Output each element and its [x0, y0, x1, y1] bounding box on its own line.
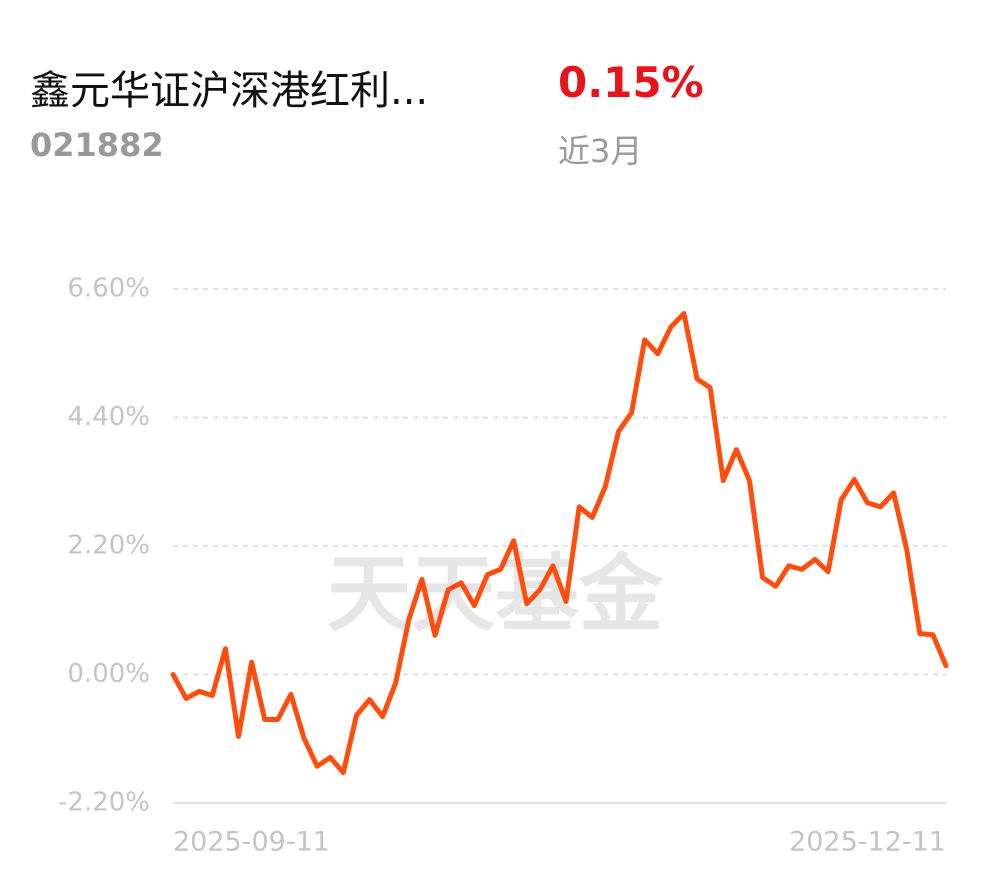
watermark: 天天基金 [327, 545, 664, 643]
return-value: 0.15% [558, 58, 704, 107]
fund-name[interactable]: 鑫元华证沪深港红利... [30, 68, 429, 114]
fund-code: 021882 [30, 126, 164, 164]
y-tick-label: 2.20% [67, 531, 150, 561]
y-tick-label: 0.00% [67, 659, 150, 689]
data-line [170, 311, 949, 776]
y-tick-label: -2.20% [58, 788, 150, 818]
x-tick-label: 2025-09-11 [173, 827, 330, 858]
y-tick-label: 4.40% [67, 402, 150, 432]
period-label: 近3月 [558, 132, 643, 170]
y-tick-label: 6.60% [67, 274, 150, 304]
x-tick-label: 2025-12-11 [789, 827, 946, 858]
